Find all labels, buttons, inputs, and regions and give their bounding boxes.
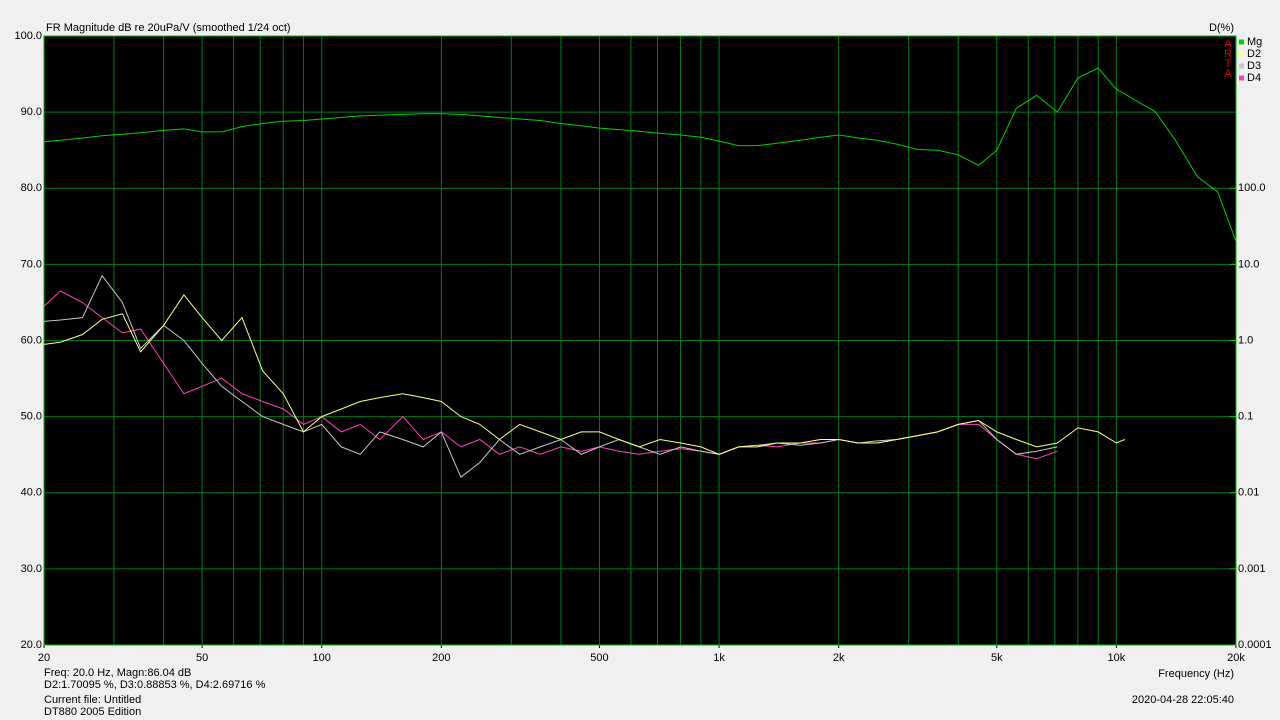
x-tick-label: 5k — [991, 652, 1003, 664]
y2-tick-label: 0.001 — [1238, 563, 1266, 575]
legend-swatch — [1239, 39, 1244, 45]
x-tick-label: 200 — [432, 652, 450, 664]
chart-title: FR Magnitude dB re 20uPa/V (smoothed 1/2… — [46, 22, 291, 34]
series-line — [43, 293, 1125, 455]
y-tick-label: 20.0 — [21, 639, 42, 651]
x-tick-label: 100 — [313, 652, 331, 664]
y-tick-label: 50.0 — [21, 411, 42, 423]
status-note: DT880 2005 Edition — [44, 706, 141, 718]
y2-tick-label: 0.0001 — [1238, 639, 1272, 651]
x-tick-label: 20k — [1227, 652, 1245, 664]
legend-label: D3 — [1247, 60, 1261, 72]
legend-label: D4 — [1247, 72, 1261, 84]
x-tick-label: 1k — [713, 652, 725, 664]
status-file: Current file: Untitled — [44, 694, 141, 706]
y-tick-label: 40.0 — [21, 487, 42, 499]
x-axis-label: Frequency (Hz) — [1158, 668, 1234, 680]
y2-axis-label: D(%) — [1209, 22, 1234, 34]
legend-label: Mg — [1247, 36, 1262, 48]
y2-tick-label: 0.01 — [1238, 487, 1259, 499]
x-tick-label: 20 — [38, 652, 50, 664]
y-tick-label: 60.0 — [21, 334, 42, 346]
y2-tick-label: 10.0 — [1238, 258, 1259, 270]
legend-label: D2 — [1247, 48, 1261, 60]
series-line — [43, 67, 1237, 242]
y-tick-label: 30.0 — [21, 563, 42, 575]
x-tick-label: 2k — [833, 652, 845, 664]
watermark: ARTA — [1222, 38, 1234, 78]
legend-swatch — [1239, 75, 1244, 81]
status-timestamp: 2020-04-28 22:05:40 — [1132, 694, 1234, 706]
x-tick-label: 10k — [1108, 652, 1126, 664]
legend-swatch — [1239, 51, 1244, 57]
status-cursor: Freq: 20.0 Hz, Magn:86.04 dB — [44, 667, 191, 679]
plot-border — [43, 35, 1237, 646]
series-line — [43, 274, 1058, 478]
y2-tick-label: 0.1 — [1238, 411, 1253, 423]
y-tick-label: 90.0 — [21, 106, 42, 118]
y2-tick-label: 100.0 — [1238, 182, 1266, 194]
y-tick-label: 80.0 — [21, 182, 42, 194]
status-distortion: D2:1.70095 %, D3:0.88853 %, D4:2.69716 % — [44, 679, 266, 691]
x-tick-label: 50 — [196, 652, 208, 664]
y2-tick-label: 1.0 — [1238, 334, 1253, 346]
legend-swatch — [1239, 63, 1244, 69]
y-tick-label: 100.0 — [14, 30, 42, 42]
y-tick-label: 70.0 — [21, 258, 42, 270]
x-tick-label: 500 — [590, 652, 608, 664]
